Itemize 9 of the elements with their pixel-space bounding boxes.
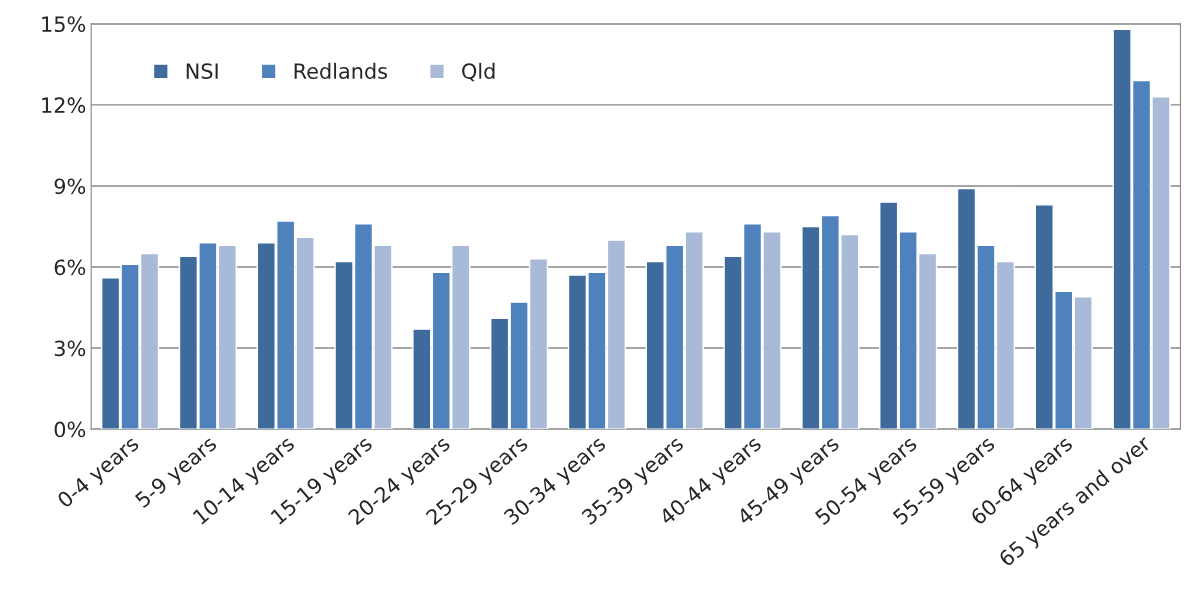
y-tick-label: 15% <box>42 16 86 33</box>
y-tick-label: 12% <box>42 97 86 114</box>
legend-label: Redlands <box>294 62 388 79</box>
y-tick-label: 0% <box>54 421 86 438</box>
legend-label: NSI <box>186 63 218 79</box>
y-tick-label: 6% <box>54 259 86 276</box>
y-tick-label: 9% <box>54 178 86 195</box>
legend-label: Qld <box>462 62 495 82</box>
y-tick-label: 3% <box>54 340 86 357</box>
